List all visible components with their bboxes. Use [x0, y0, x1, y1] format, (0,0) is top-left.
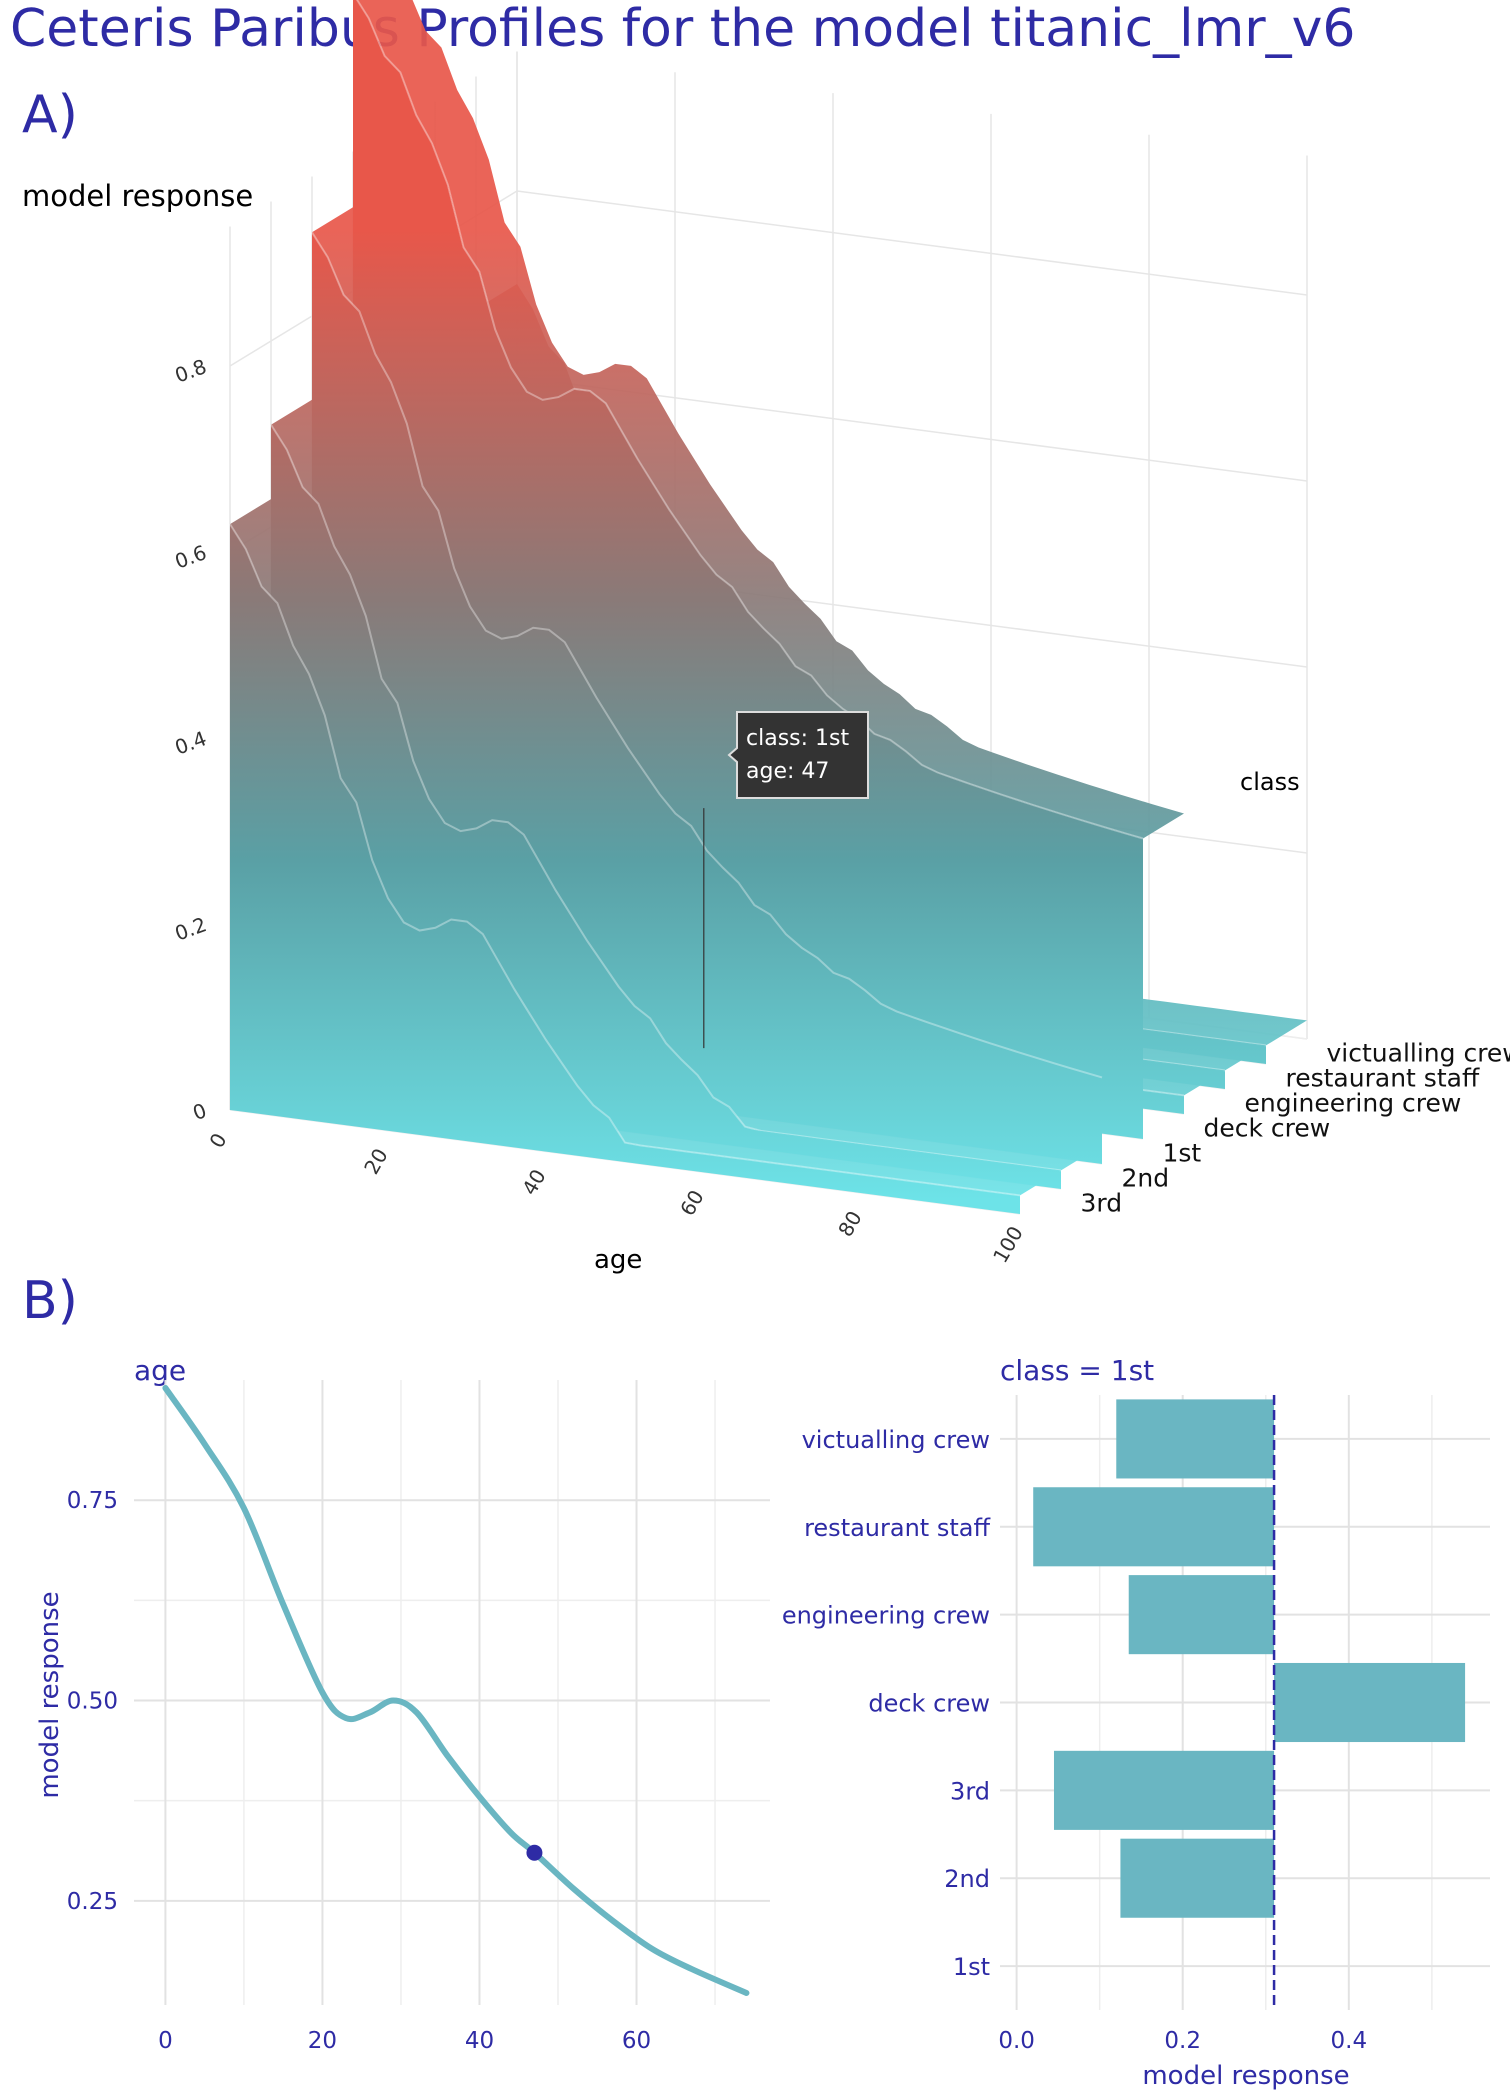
surface-strip-edge — [311, 231, 1103, 1079]
z-axis-label: model response — [22, 179, 253, 213]
x-tick-label: 0.2 — [1164, 2028, 1201, 2054]
response-tick-label: 0.4 — [172, 726, 210, 759]
tooltip-line-class: class: 1st — [746, 726, 849, 751]
surface-strip-top — [271, 399, 1102, 1171]
age-tick-label: 40 — [517, 1165, 551, 1199]
response-tick-label: 0.8 — [172, 354, 210, 387]
x-axis-label: age — [594, 1245, 642, 1275]
age-profile-line — [162, 1385, 750, 1996]
y-tick-label: 0.75 — [67, 1488, 118, 1514]
response-tick-label: 0.2 — [172, 912, 210, 945]
y-tick-label: 0.25 — [67, 1889, 118, 1915]
bar — [1033, 1487, 1275, 1567]
line-chart-title: age — [134, 1354, 186, 1387]
tooltip-line-age: age: 47 — [746, 759, 829, 784]
bar — [1116, 1399, 1275, 1479]
class-tick-label: 1st — [1163, 1139, 1202, 1168]
class-tick-label: deck crew — [1204, 1114, 1331, 1143]
category-label: deck crew — [868, 1690, 990, 1718]
x-tick-label: 0.4 — [1331, 2028, 1368, 2054]
bar-chart-x-label: model response — [1142, 2061, 1349, 2091]
bar — [1120, 1838, 1275, 1918]
category-label: 1st — [953, 1953, 990, 1981]
surface-strip-top — [312, 207, 1143, 1078]
x-tick-label: 0.0 — [998, 2028, 1035, 2054]
age-tick-label: 0 — [204, 1129, 231, 1152]
surface-strip-edge — [270, 424, 1062, 1172]
response-tick-label: 0.6 — [172, 540, 210, 573]
bar — [1128, 1575, 1275, 1655]
line-chart-y-label: model response — [35, 1591, 65, 1798]
panel-a-label: A) — [22, 85, 78, 145]
x-tick-label: 0 — [158, 2028, 173, 2054]
category-label: restaurant staff — [804, 1514, 990, 1542]
surface-strip-edge — [229, 523, 1021, 1197]
class-tick-label: victualling crew — [1327, 1039, 1510, 1068]
age-tick-label: 100 — [988, 1222, 1028, 1267]
category-label: 3rd — [950, 1777, 990, 1805]
surface-strip-top — [357, 0, 1184, 839]
page-title: Ceteris Paribus Profiles for the model t… — [10, 0, 1356, 59]
line-chart-ticks: 0 20 40 60 0.25 0.50 0.75 — [67, 1488, 651, 2054]
x-tick-label: 60 — [622, 2028, 651, 2054]
age-tick-label: 80 — [833, 1207, 867, 1241]
class-profile-chart: class = 1st 0.0 0.2 0.4 victualling crew res… — [782, 1354, 1490, 2091]
tooltip-box — [727, 711, 869, 799]
bar-chart-title: class = 1st — [1000, 1354, 1154, 1387]
age-profile-chart: age 0 20 40 60 0.25 0.50 0.75 model response — [35, 1354, 770, 2054]
class-tick-label: restaurant staff — [1286, 1064, 1480, 1093]
bar — [1053, 1750, 1275, 1830]
x-tick-label: 40 — [465, 2028, 494, 2054]
back-gridline — [516, 190, 1308, 296]
legend-title: class — [1240, 768, 1300, 796]
bar-chart-grid — [1000, 1395, 1490, 2010]
surface-strip-front — [230, 524, 1020, 1214]
class-tick-label: 3rd — [1081, 1189, 1123, 1218]
line-chart-grid — [134, 1380, 770, 2005]
surface-strips — [229, 0, 1307, 1214]
tooltip: class: 1st age: 47 — [727, 711, 869, 799]
response-tick-label: 0 — [190, 1098, 210, 1125]
surface-strip-edge — [355, 0, 1144, 840]
bar-chart-bars — [1033, 1399, 1466, 1918]
category-label: victualling crew — [802, 1426, 990, 1454]
panel-b-label: B) — [22, 1271, 78, 1331]
bar — [1274, 1662, 1466, 1743]
y-tick-label: 0.50 — [67, 1689, 118, 1715]
category-label: 2nd — [944, 1865, 990, 1893]
surface-strip-top — [230, 499, 1061, 1196]
category-label: engineering crew — [782, 1602, 990, 1630]
observation-point — [526, 1844, 543, 1861]
age-tick-label: 20 — [359, 1144, 393, 1178]
age-tick-label: 60 — [675, 1186, 709, 1220]
x-tick-label: 20 — [308, 2028, 337, 2054]
bar-chart-ticks: 0.0 0.2 0.4 victualling crew restaurant staf… — [782, 1426, 1367, 2054]
class-tick-label: engineering crew — [1245, 1089, 1462, 1118]
class-tick-label: 2nd — [1122, 1164, 1170, 1193]
